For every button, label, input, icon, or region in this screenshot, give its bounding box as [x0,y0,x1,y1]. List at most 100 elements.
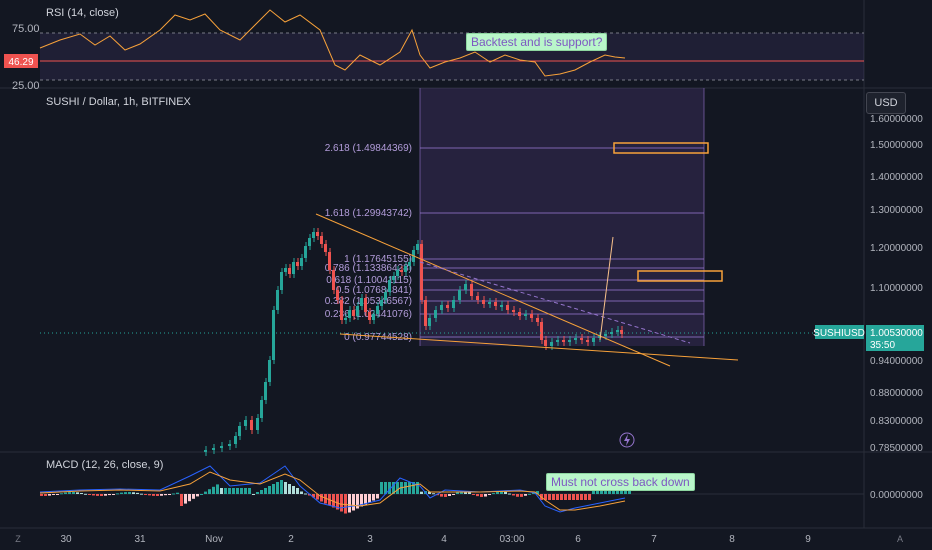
candle-body [238,426,241,436]
time-axis[interactable]: 30 31 Nov 2 3 4 03:00 6 7 8 9 [60,534,811,545]
macd-bar [596,490,599,494]
candle-body [428,318,431,326]
last-price-badge-bg [866,325,924,351]
price-axis-label: 0.83000000 [870,416,923,427]
candle-body [446,305,449,308]
candle-body [304,246,307,258]
fib-level-label: 2.618 (1.49844369) [325,143,412,154]
candle-body [244,420,247,426]
candle-body [376,306,379,314]
macd-bar [536,491,539,494]
lightning-icon[interactable] [619,432,635,448]
macd-bar [528,493,531,495]
macd-bar [292,486,295,494]
macd-bar [56,494,59,495]
macd-bar [44,494,47,496]
time-axis-label: 31 [134,534,146,545]
auto-scale-a-icon[interactable]: A [897,534,903,544]
rsi-legend[interactable]: RSI (14, close) [46,7,119,19]
macd-bar [100,494,103,496]
time-axis-label: 2 [288,534,294,545]
candle-body [372,314,375,320]
macd-bar [168,494,171,495]
candle-body [340,300,343,320]
price-axis-label: 1.60000000 [870,114,923,125]
symbol-badge: SUSHIUSD [813,328,865,339]
price-axis-label: 1.40000000 [870,172,923,183]
candle-body [494,302,497,306]
macd-bar [416,482,419,494]
macd-bar [220,488,223,494]
macd-bar [616,490,619,494]
macd-bar [452,494,455,495]
macd-bar [392,482,395,494]
candle-body [440,305,443,310]
chart-symbol-title[interactable]: SUSHI / Dollar, 1h, BITFINEX [46,96,191,108]
time-axis-label: Nov [205,534,223,545]
candle-body [550,342,553,346]
rsi-axis-25: 25.00 [12,80,40,92]
candle-body [574,338,577,340]
candle-body [344,318,347,320]
target-box-upper[interactable] [613,142,709,154]
macd-bar [124,492,127,494]
candle-body [620,330,623,334]
macd-bar [324,494,327,504]
descending-trendline[interactable] [315,213,671,367]
fib-level-label: 0.786 (1.13386428) [325,263,412,274]
candle-body [420,244,423,300]
macd-bar [516,494,519,497]
rsi-note[interactable]: Backtest and is support? [466,33,608,51]
macd-bar [512,494,515,496]
dashed-projection-line[interactable] [419,261,691,344]
macd-bar [268,486,271,494]
macd-bar [212,486,215,494]
support-trendline[interactable] [339,333,739,361]
candle-body [580,338,583,340]
price-axis-label: 1.20000000 [870,243,923,254]
macd-bar [236,488,239,494]
time-axis-label: 3 [367,534,373,545]
candle-body [324,244,327,252]
macd-bar [272,484,275,494]
price-axis[interactable]: 1.50000000 1.40000000 1.30000000 1.20000000… [870,114,923,454]
candle-body [424,300,427,326]
candle-body [536,318,539,322]
macd-bar [92,494,95,496]
macd-bar [504,491,507,494]
candle-body [272,310,275,360]
currency-button[interactable]: USD [866,92,906,114]
macd-bar [288,484,291,494]
macd-bar [368,494,371,503]
macd-bar [160,494,163,496]
macd-bar [104,494,107,496]
macd-bar [320,494,323,502]
macd-bar [600,490,603,494]
fib-extension-box[interactable] [420,88,704,346]
price-axis-label: 1.50000000 [870,140,923,151]
macd-bar [564,494,567,500]
time-axis-label: 9 [805,534,811,545]
timezone-z-icon[interactable]: Z [15,534,21,544]
macd-bar [248,488,251,494]
macd-bar [284,482,287,494]
macd-bar [348,494,351,513]
macd-bar [304,493,307,495]
macd-bar [156,494,159,496]
breakout-arrow-line[interactable] [599,236,614,341]
macd-bar [436,494,439,496]
candle-body [292,262,295,274]
macd-axis-zero: 0.00000000 [870,490,923,501]
macd-bar [364,494,367,505]
macd-note[interactable]: Must not cross back down [546,473,695,491]
macd-bar [336,494,339,510]
macd-bar [240,488,243,494]
candle-body [464,284,467,290]
fib-level-label: 0.5 (1.07684841) [336,285,412,296]
target-box-lower[interactable] [637,270,723,282]
candle-body [388,280,391,292]
macd-legend[interactable]: MACD (12, 26, close, 9) [46,459,164,471]
candle-body [328,252,331,270]
